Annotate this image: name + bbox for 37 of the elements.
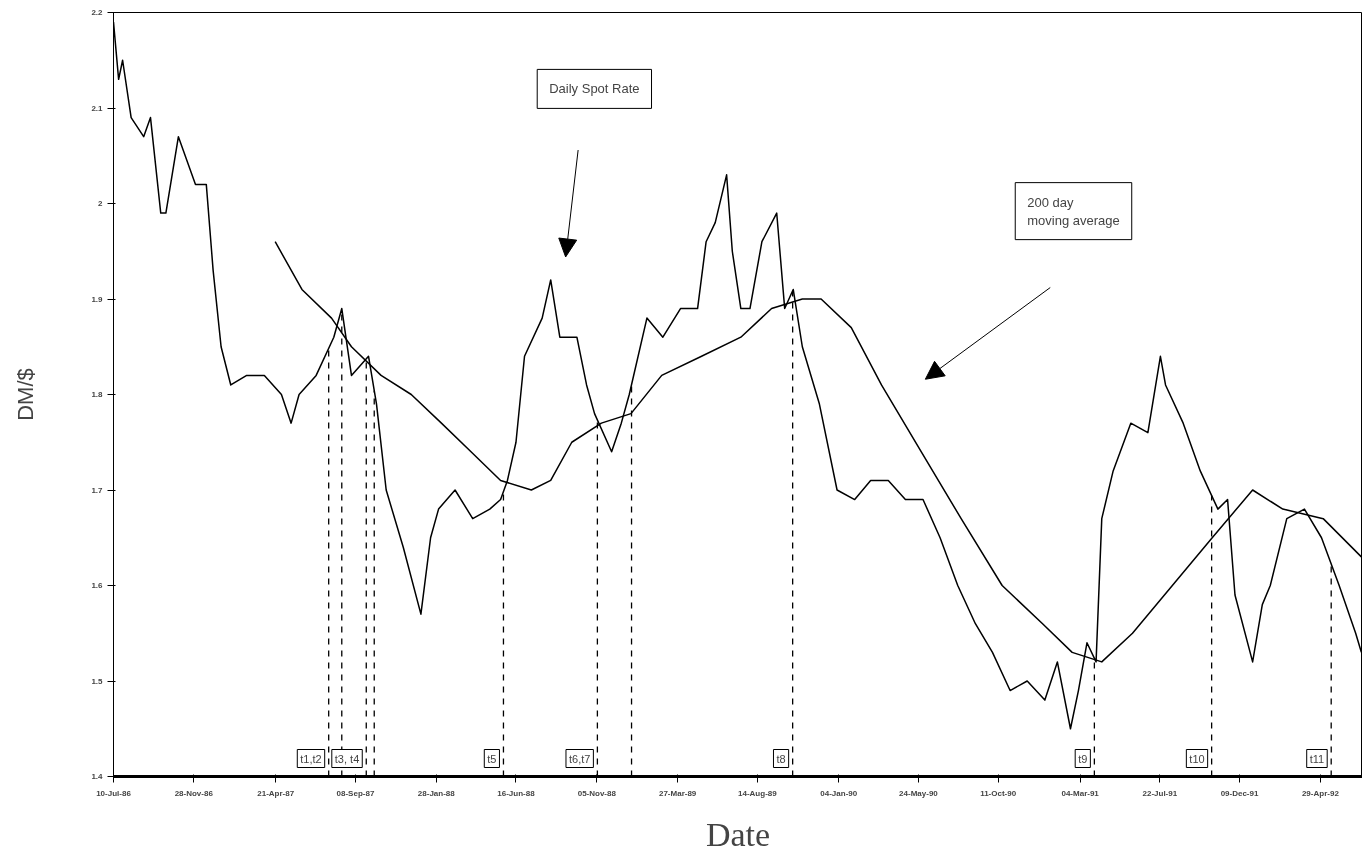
ref-line-label: t5 [487,752,497,765]
x-axis-title: Date [705,816,771,854]
x-tick-label: 11-Oct-90 [980,788,1017,798]
ref-line-label: t9 [1078,752,1088,765]
y-tick-label: 1.6 [91,581,104,590]
x-tick-label: 21-Apr-87 [257,788,295,798]
x-tick-label: 28-Nov-86 [174,788,214,798]
y-tick-label: 2.2 [91,8,104,17]
ref-line-label: t6,t7 [568,752,591,765]
x-tick-label: 24-May-90 [899,788,939,798]
annotation: 200 day moving average [1027,194,1120,228]
x-tick-label: 16-Jun-88 [497,788,536,798]
annotation: Daily Spot Rate [549,81,640,97]
y-tick-label: 1.7 [91,485,104,495]
ref-line-label: t11 [1309,752,1325,765]
y-tick-label: 1.5 [91,676,104,686]
ref-line-label: t1,t2 [300,752,322,765]
ref-line-label: t10 [1189,752,1205,765]
x-tick-label: 14-Aug-89 [738,788,778,798]
y-tick-label: 1.4 [91,772,104,781]
x-tick-label: 10-Jul-86 [96,788,132,798]
x-tick-label: 05-Nov-88 [577,788,617,798]
y-tick-label: 2.1 [91,103,104,113]
x-tick-label: 29-Apr-92 [1301,788,1340,798]
ref-line-label: t8 [776,752,786,765]
y-tick-label: 1.8 [91,390,104,399]
x-tick-label: 04-Mar-91 [1061,788,1100,798]
y-axis-title: DM/$ [13,368,39,421]
y-tick-label: 2 [98,199,104,208]
y-tick-label: 1.9 [91,294,104,304]
ref-line-label: t3, t4 [334,752,360,765]
x-tick-label: 22-Jul-91 [1142,788,1178,798]
x-tick-label: 27-Mar-89 [658,788,697,798]
x-tick-label: 04-Jan-90 [820,788,858,798]
x-tick-label: 09-Dec-91 [1220,788,1259,798]
x-tick-label: 08-Sep-87 [336,788,375,798]
x-tick-label: 28-Jan-88 [417,788,456,798]
